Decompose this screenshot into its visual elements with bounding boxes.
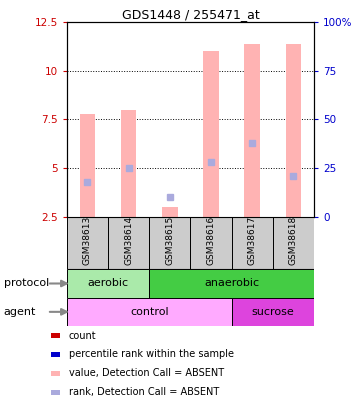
Text: count: count bbox=[69, 330, 96, 341]
Text: sucrose: sucrose bbox=[252, 307, 294, 317]
Bar bbox=[191, 217, 232, 269]
Text: value, Detection Call = ABSENT: value, Detection Call = ABSENT bbox=[69, 369, 224, 378]
Bar bbox=[51, 352, 60, 357]
Text: anaerobic: anaerobic bbox=[204, 279, 259, 288]
Text: GSM38615: GSM38615 bbox=[165, 216, 174, 265]
Text: agent: agent bbox=[4, 307, 36, 317]
Title: GDS1448 / 255471_at: GDS1448 / 255471_at bbox=[122, 8, 259, 21]
Bar bbox=[51, 333, 60, 338]
Bar bbox=[273, 217, 314, 269]
Bar bbox=[51, 390, 60, 395]
Text: percentile rank within the sample: percentile rank within the sample bbox=[69, 350, 234, 360]
Text: GSM38617: GSM38617 bbox=[248, 216, 257, 265]
Bar bbox=[121, 110, 136, 217]
Text: GSM38616: GSM38616 bbox=[206, 216, 216, 265]
Bar bbox=[162, 207, 178, 217]
Bar bbox=[108, 217, 149, 269]
Bar bbox=[67, 298, 232, 326]
Bar bbox=[67, 269, 149, 298]
Bar bbox=[67, 217, 108, 269]
Bar bbox=[244, 44, 260, 217]
Bar bbox=[149, 269, 314, 298]
Bar bbox=[79, 114, 95, 217]
Bar bbox=[232, 298, 314, 326]
Bar bbox=[149, 217, 191, 269]
Text: rank, Detection Call = ABSENT: rank, Detection Call = ABSENT bbox=[69, 387, 219, 397]
Text: GSM38613: GSM38613 bbox=[83, 216, 92, 265]
Text: aerobic: aerobic bbox=[87, 279, 129, 288]
Bar bbox=[286, 44, 301, 217]
Text: protocol: protocol bbox=[4, 279, 49, 288]
Text: control: control bbox=[130, 307, 169, 317]
Bar bbox=[203, 51, 219, 217]
Bar bbox=[232, 217, 273, 269]
Text: GSM38618: GSM38618 bbox=[289, 216, 298, 265]
Bar bbox=[51, 371, 60, 376]
Text: GSM38614: GSM38614 bbox=[124, 216, 133, 265]
